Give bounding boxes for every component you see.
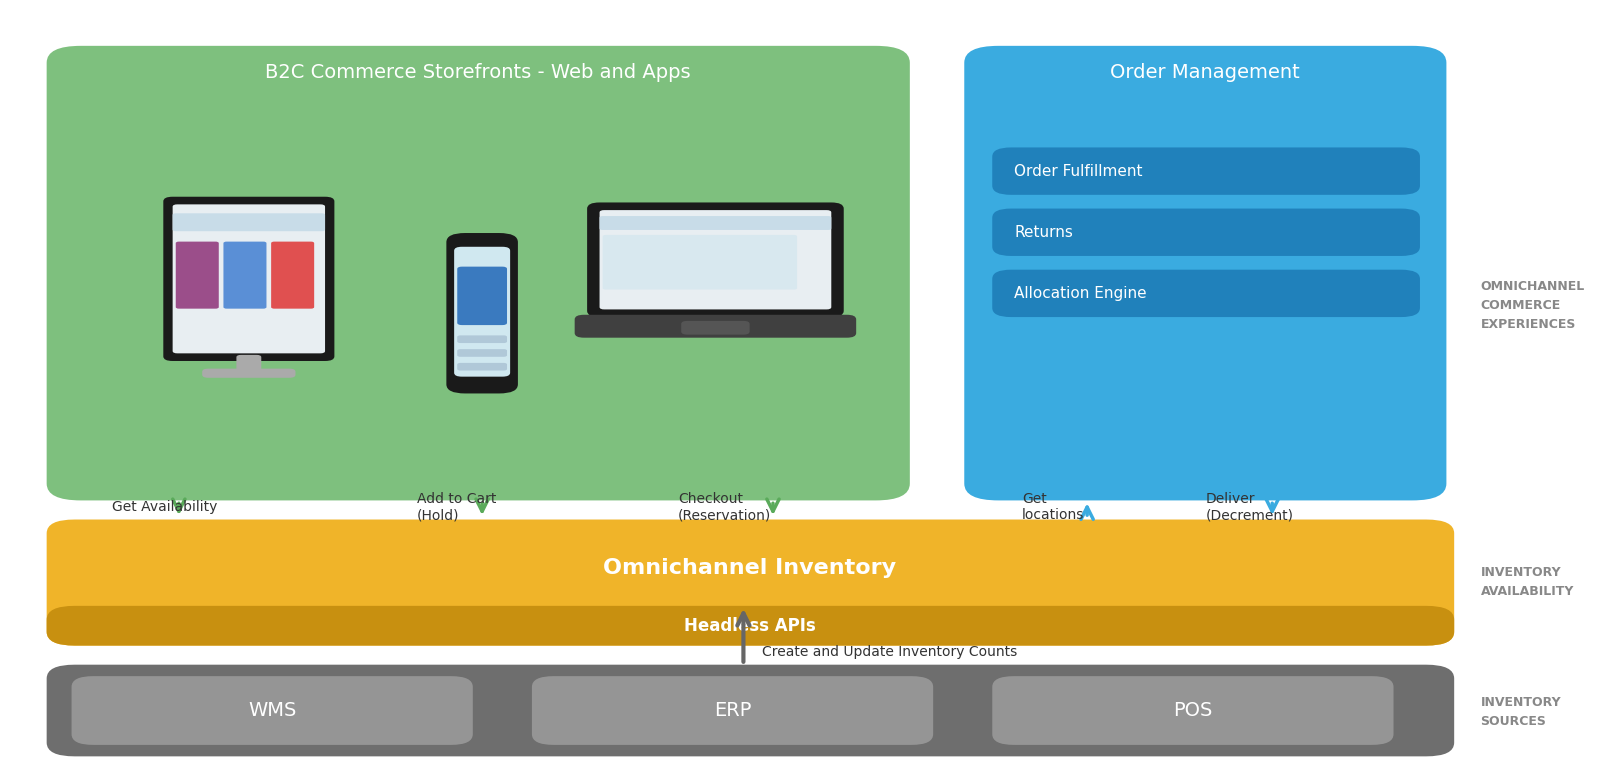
FancyBboxPatch shape	[965, 46, 1446, 500]
Text: ERP: ERP	[714, 701, 752, 720]
FancyBboxPatch shape	[992, 270, 1419, 317]
FancyBboxPatch shape	[270, 241, 314, 309]
Text: Returns: Returns	[1014, 225, 1074, 240]
FancyBboxPatch shape	[202, 369, 296, 378]
Text: POS: POS	[1173, 701, 1213, 720]
FancyBboxPatch shape	[600, 216, 832, 230]
Text: Get
locations: Get locations	[1022, 492, 1085, 523]
Text: Headless APIs: Headless APIs	[683, 617, 816, 635]
FancyBboxPatch shape	[72, 676, 474, 745]
FancyBboxPatch shape	[603, 235, 797, 290]
Text: OMNICHANNEL
COMMERCE
EXPERIENCES: OMNICHANNEL COMMERCE EXPERIENCES	[1480, 280, 1586, 331]
FancyBboxPatch shape	[458, 335, 507, 343]
FancyBboxPatch shape	[46, 46, 910, 500]
FancyBboxPatch shape	[600, 210, 832, 309]
Text: Create and Update Inventory Counts: Create and Update Inventory Counts	[762, 645, 1018, 659]
FancyBboxPatch shape	[992, 209, 1419, 256]
Text: Get Availability: Get Availability	[112, 500, 218, 514]
FancyBboxPatch shape	[458, 349, 507, 357]
FancyBboxPatch shape	[446, 233, 518, 393]
Text: Add to Cart
(Hold): Add to Cart (Hold)	[418, 492, 496, 523]
FancyBboxPatch shape	[163, 197, 334, 361]
Text: Checkout
(Reservation): Checkout (Reservation)	[678, 492, 771, 523]
Text: Order Management: Order Management	[1110, 63, 1301, 82]
FancyBboxPatch shape	[237, 355, 261, 372]
FancyBboxPatch shape	[176, 241, 219, 309]
Text: Allocation Engine: Allocation Engine	[1014, 286, 1147, 301]
FancyBboxPatch shape	[531, 676, 933, 745]
FancyBboxPatch shape	[46, 520, 1454, 646]
FancyBboxPatch shape	[587, 202, 843, 317]
FancyBboxPatch shape	[992, 676, 1394, 745]
FancyBboxPatch shape	[173, 205, 325, 353]
Text: WMS: WMS	[248, 701, 296, 720]
FancyBboxPatch shape	[173, 213, 325, 231]
FancyBboxPatch shape	[992, 147, 1419, 195]
Text: INVENTORY
SOURCES: INVENTORY SOURCES	[1480, 696, 1562, 728]
FancyBboxPatch shape	[224, 241, 267, 309]
FancyBboxPatch shape	[682, 321, 750, 335]
Text: Omnichannel Inventory: Omnichannel Inventory	[603, 558, 896, 578]
Text: Deliver
(Decrement): Deliver (Decrement)	[1205, 492, 1293, 523]
FancyBboxPatch shape	[458, 267, 507, 325]
FancyBboxPatch shape	[458, 363, 507, 371]
FancyBboxPatch shape	[454, 247, 510, 377]
FancyBboxPatch shape	[46, 606, 1454, 646]
Text: Order Fulfillment: Order Fulfillment	[1014, 163, 1142, 179]
Text: INVENTORY
AVAILABILITY: INVENTORY AVAILABILITY	[1480, 566, 1574, 598]
FancyBboxPatch shape	[46, 665, 1454, 756]
FancyBboxPatch shape	[574, 315, 856, 338]
Text: B2C Commerce Storefronts - Web and Apps: B2C Commerce Storefronts - Web and Apps	[266, 63, 691, 82]
